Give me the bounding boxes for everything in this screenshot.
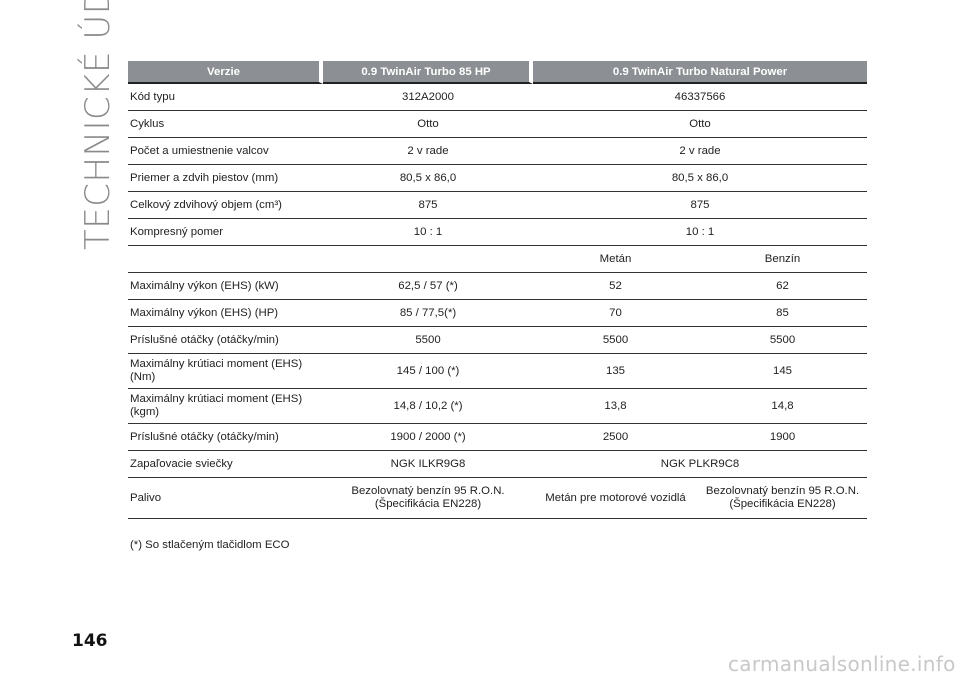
cell-value: NGK PLKR9C8	[533, 451, 868, 478]
subheader-methane: Metán	[533, 246, 698, 273]
cell-value: 62,5 / 57 (*)	[323, 273, 533, 300]
table-row: Maximálny krútiaci moment (EHS) (kgm) 14…	[128, 389, 868, 424]
table-row: Palivo Bezolovnatý benzín 95 R.O.N. (Špe…	[128, 478, 868, 519]
row-label: Celkový zdvihový objem (cm³)	[128, 192, 323, 219]
row-label: Maximálny krútiaci moment (EHS) (kgm)	[128, 389, 323, 424]
row-label: Príslušné otáčky (otáčky/min)	[128, 327, 323, 354]
cell-value: Bezolovnatý benzín 95 R.O.N. (Špecifikác…	[323, 478, 533, 519]
cell-value: 14,8	[698, 389, 868, 424]
subheader-petrol: Benzín	[698, 246, 868, 273]
cell-value: 1900	[698, 424, 868, 451]
row-label: Maximálny krútiaci moment (EHS) (Nm)	[128, 354, 323, 389]
row-label: Maximálny výkon (EHS) (HP)	[128, 300, 323, 327]
cell-value: 62	[698, 273, 868, 300]
engine-spec-table: Verzie 0.9 TwinAir Turbo 85 HP 0.9 TwinA…	[128, 61, 868, 519]
table-row: Kód typu 312A2000 46337566	[128, 84, 868, 111]
cell-value: 10 : 1	[323, 219, 533, 246]
row-label: Kompresný pomer	[128, 219, 323, 246]
cell-value: 52	[533, 273, 698, 300]
header-85hp: 0.9 TwinAir Turbo 85 HP	[323, 61, 533, 84]
table-row: Maximálny výkon (EHS) (kW) 62,5 / 57 (*)…	[128, 273, 868, 300]
footnote: (*) So stlačeným tlačidlom ECO	[130, 539, 290, 551]
cell-value: 145	[698, 354, 868, 389]
table-header-row: Verzie 0.9 TwinAir Turbo 85 HP 0.9 TwinA…	[128, 61, 868, 84]
cell-value: 2 v rade	[533, 138, 868, 165]
table-row: Počet a umiestnenie valcov 2 v rade 2 v …	[128, 138, 868, 165]
cell-value: Otto	[323, 111, 533, 138]
cell-value: 312A2000	[323, 84, 533, 111]
watermark: carmanualsonline.info	[728, 652, 956, 676]
cell-value: 145 / 100 (*)	[323, 354, 533, 389]
table-row: Priemer a zdvih piestov (mm) 80,5 x 86,0…	[128, 165, 868, 192]
page-number: 146	[72, 631, 108, 651]
cell-empty	[323, 246, 533, 273]
section-title: TECHNICKÉ ÚDAJE	[78, 0, 118, 250]
row-label: Cyklus	[128, 111, 323, 138]
cell-value: 1900 / 2000 (*)	[323, 424, 533, 451]
cell-value: 80,5 x 86,0	[323, 165, 533, 192]
cell-value: 5500	[533, 327, 698, 354]
cell-value: NGK ILKR9G8	[323, 451, 533, 478]
cell-value: 5500	[698, 327, 868, 354]
header-version: Verzie	[128, 61, 323, 84]
cell-value: Metán pre motorové vozidlá	[533, 478, 698, 519]
row-label: Príslušné otáčky (otáčky/min)	[128, 424, 323, 451]
cell-value: 85	[698, 300, 868, 327]
cell-value: 5500	[323, 327, 533, 354]
cell-value: 85 / 77,5(*)	[323, 300, 533, 327]
row-label-empty	[128, 246, 323, 273]
header-natural-power: 0.9 TwinAir Turbo Natural Power	[533, 61, 868, 84]
row-label: Palivo	[128, 478, 323, 519]
row-label: Maximálny výkon (EHS) (kW)	[128, 273, 323, 300]
table-row: Celkový zdvihový objem (cm³) 875 875	[128, 192, 868, 219]
cell-value: 10 : 1	[533, 219, 868, 246]
cell-value: Otto	[533, 111, 868, 138]
cell-value: 46337566	[533, 84, 868, 111]
cell-value: 875	[323, 192, 533, 219]
row-label: Zapaľovacie sviečky	[128, 451, 323, 478]
fuel-subheader-row: Metán Benzín	[128, 246, 868, 273]
cell-value: 2500	[533, 424, 698, 451]
table-row: Zapaľovacie sviečky NGK ILKR9G8 NGK PLKR…	[128, 451, 868, 478]
cell-value: 875	[533, 192, 868, 219]
table-row: Príslušné otáčky (otáčky/min) 1900 / 200…	[128, 424, 868, 451]
cell-value: 2 v rade	[323, 138, 533, 165]
table-row: Cyklus Otto Otto	[128, 111, 868, 138]
row-label: Priemer a zdvih piestov (mm)	[128, 165, 323, 192]
cell-value: 135	[533, 354, 698, 389]
table-row: Maximálny krútiaci moment (EHS) (Nm) 145…	[128, 354, 868, 389]
cell-value: 13,8	[533, 389, 698, 424]
row-label: Počet a umiestnenie valcov	[128, 138, 323, 165]
table-row: Príslušné otáčky (otáčky/min) 5500 5500 …	[128, 327, 868, 354]
table-row: Kompresný pomer 10 : 1 10 : 1	[128, 219, 868, 246]
cell-value: 70	[533, 300, 698, 327]
cell-value: 14,8 / 10,2 (*)	[323, 389, 533, 424]
cell-value: Bezolovnatý benzín 95 R.O.N. (Špecifikác…	[698, 478, 868, 519]
table-row: Maximálny výkon (EHS) (HP) 85 / 77,5(*) …	[128, 300, 868, 327]
cell-value: 80,5 x 86,0	[533, 165, 868, 192]
row-label: Kód typu	[128, 84, 323, 111]
